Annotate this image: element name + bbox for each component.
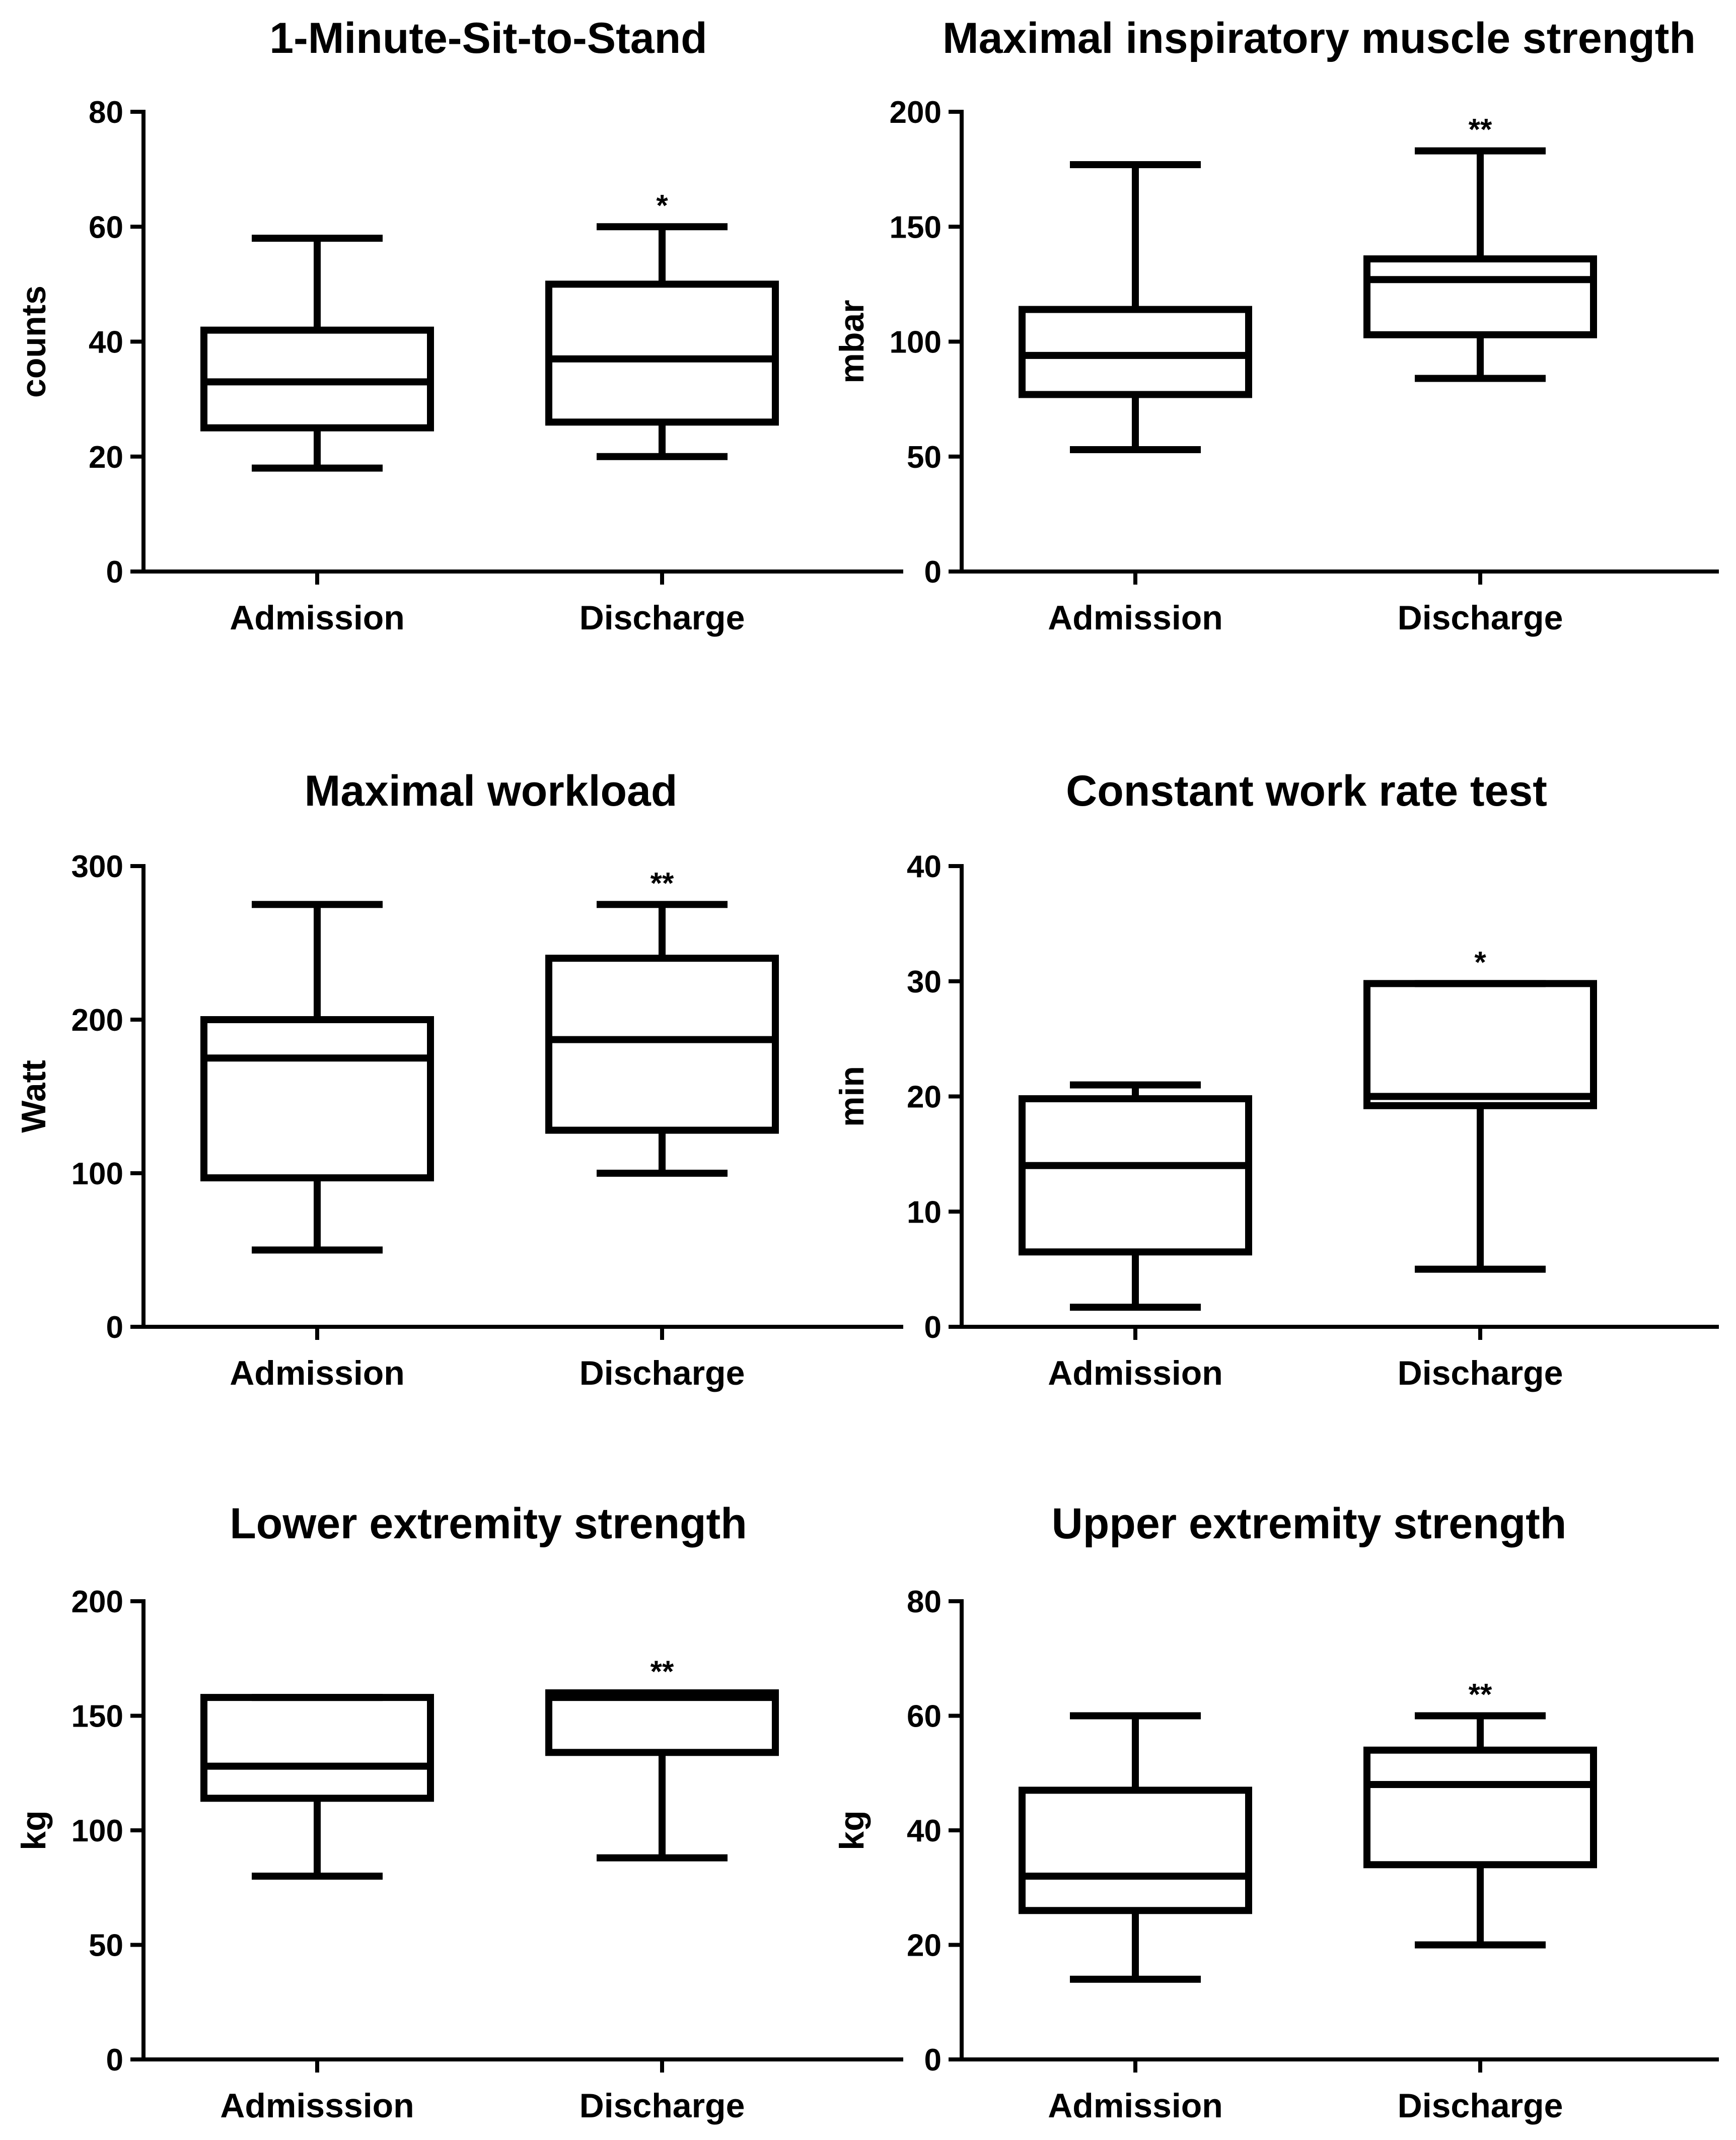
- y-tick-label: 100: [890, 325, 942, 360]
- y-tick-label: 50: [89, 1929, 123, 1963]
- box-admisssion: [200, 1694, 434, 1880]
- y-axis-title: kg: [15, 1810, 53, 1850]
- box-discharge: *: [545, 188, 779, 460]
- y-tick-label: 0: [924, 555, 942, 590]
- y-tick-label: 30: [907, 965, 942, 1000]
- x-category-label: Discharge: [580, 599, 745, 637]
- y-tick-label: 200: [71, 1003, 123, 1038]
- iqr-box: [545, 1689, 779, 1756]
- y-axis-title: counts: [15, 286, 53, 398]
- y-tick-label: 300: [71, 849, 123, 884]
- box-discharge: **: [545, 866, 779, 1177]
- chart-title: Lower extremity strength: [230, 1500, 747, 1548]
- y-tick-label: 40: [907, 849, 942, 884]
- iqr-box: [1019, 1787, 1252, 1914]
- y-tick-label: 80: [907, 1585, 942, 1619]
- y-tick-label: 60: [907, 1699, 942, 1734]
- box-discharge: **: [545, 1655, 779, 1862]
- significance-marker: **: [650, 1655, 674, 1688]
- chart-title: Constant work rate test: [1066, 767, 1547, 815]
- iqr-box: [1363, 255, 1597, 338]
- y-tick-label: 40: [907, 1814, 942, 1848]
- chart-panel-6: Upper extremity strength kg 0 20 40 60 80 Admis…: [833, 1500, 1719, 2125]
- y-tick-label: 80: [89, 95, 123, 130]
- y-tick-label: 0: [106, 1310, 123, 1345]
- x-category-label: Admission: [230, 599, 405, 637]
- x-category-label: Discharge: [580, 1354, 745, 1392]
- y-tick-label: 0: [106, 2043, 123, 2078]
- chart-title: Maximal workload: [305, 767, 678, 815]
- chart-title: Maximal inspiratory muscle strength: [943, 14, 1696, 62]
- y-tick-label: 0: [106, 555, 123, 590]
- y-axis-title: Watt: [15, 1060, 53, 1133]
- chart-panel-3: Maximal workload Watt 0 100 200 300 Admission D…: [15, 767, 903, 1392]
- y-axis-title: min: [833, 1066, 871, 1127]
- box-admission: [1019, 1081, 1252, 1311]
- y-tick-label: 10: [907, 1195, 942, 1230]
- x-category-label: Admission: [1048, 1354, 1223, 1392]
- y-tick-label: 150: [890, 210, 942, 245]
- y-axis-title: mbar: [833, 300, 871, 383]
- box-admission: [200, 235, 434, 472]
- y-tick-label: 100: [71, 1814, 123, 1848]
- x-category-label: Discharge: [1398, 1354, 1563, 1392]
- y-tick-label: 100: [71, 1157, 123, 1191]
- iqr-box: [545, 955, 779, 1134]
- x-category-label: Admission: [1048, 599, 1223, 637]
- chart-title: Upper extremity strength: [1052, 1500, 1567, 1548]
- y-tick-label: 150: [71, 1699, 123, 1734]
- y-tick-label: 40: [89, 325, 123, 360]
- box-discharge: **: [1363, 113, 1597, 382]
- y-axis-title: kg: [833, 1810, 871, 1850]
- y-tick-label: 0: [924, 1310, 942, 1345]
- iqr-box: [1363, 980, 1597, 1109]
- iqr-box: [1019, 1095, 1252, 1256]
- y-tick-label: 200: [71, 1585, 123, 1619]
- box-admission: [200, 901, 434, 1254]
- box-admission: [1019, 161, 1252, 454]
- y-tick-label: 20: [89, 440, 123, 475]
- iqr-box: [545, 280, 779, 426]
- chart-panel-4: Constant work rate test min 0 10 20 30 40 Admis…: [833, 767, 1719, 1392]
- box-admission: [1019, 1712, 1252, 1983]
- y-tick-label: 20: [907, 1929, 942, 1963]
- box-discharge: *: [1363, 945, 1597, 1273]
- y-tick-label: 50: [907, 440, 942, 475]
- x-category-label: Admission: [1048, 2087, 1223, 2125]
- chart-panel-2: Maximal inspiratory muscle strength mbar 0…: [833, 14, 1719, 637]
- significance-marker: *: [656, 188, 668, 222]
- y-tick-label: 60: [89, 210, 123, 245]
- x-category-label: Admisssion: [220, 2087, 414, 2125]
- significance-marker: *: [1474, 945, 1486, 979]
- x-category-label: Admission: [230, 1354, 405, 1392]
- iqr-box: [200, 1016, 434, 1182]
- y-tick-label: 20: [907, 1080, 942, 1115]
- y-tick-label: 200: [890, 95, 942, 130]
- y-tick-label: 0: [924, 2043, 942, 2078]
- iqr-box: [200, 1694, 434, 1802]
- significance-marker: **: [1469, 113, 1492, 147]
- x-category-label: Discharge: [580, 2087, 745, 2125]
- chart-panel-5: Lower extremity strength kg 0 50 100 150 200 Ad…: [15, 1500, 903, 2125]
- chart-title: 1-Minute-Sit-to-Stand: [269, 14, 707, 62]
- x-category-label: Discharge: [1398, 2087, 1563, 2125]
- box-discharge: **: [1363, 1678, 1597, 1949]
- iqr-box: [1363, 1746, 1597, 1869]
- significance-marker: **: [650, 866, 674, 900]
- significance-marker: **: [1469, 1678, 1492, 1711]
- chart-panel-1: 1-Minute-Sit-to-Stand counts 0 20 40 60 80 Admi…: [15, 14, 903, 637]
- x-category-label: Discharge: [1398, 599, 1563, 637]
